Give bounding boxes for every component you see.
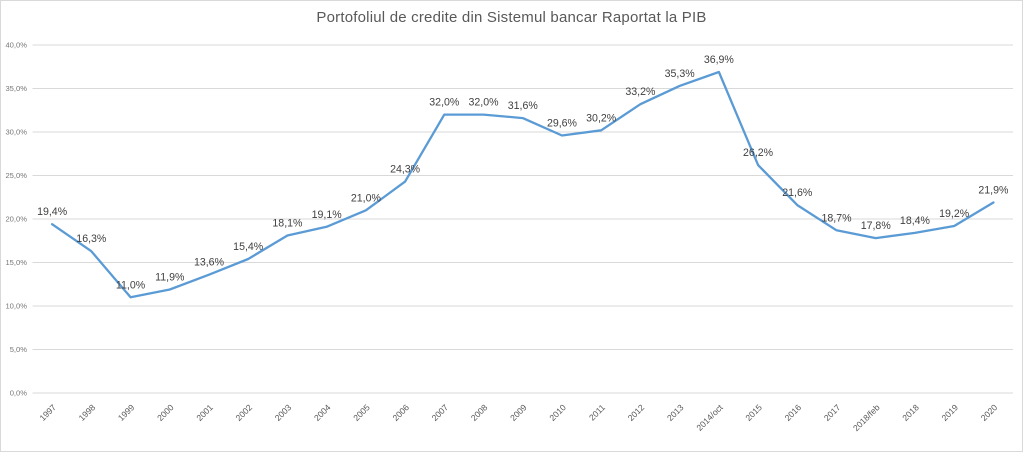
x-tick-label: 2003 <box>273 402 294 423</box>
x-tick-label: 2018 <box>900 402 921 423</box>
x-tick-label: 2019 <box>939 402 960 423</box>
data-label: 11,0% <box>116 279 146 291</box>
y-tick-label: 0,0% <box>10 389 28 398</box>
data-label: 18,7% <box>821 212 852 224</box>
x-tick-label: 2014/oct <box>694 402 725 433</box>
x-tick-label: 2010 <box>547 402 568 423</box>
x-tick-label: 2008 <box>469 402 490 423</box>
data-label: 16,3% <box>76 233 107 245</box>
x-tick-label: 1997 <box>37 402 58 423</box>
data-label: 15,4% <box>233 241 264 253</box>
x-tick-label: 1998 <box>77 402 98 423</box>
x-tick-label: 2013 <box>665 402 686 423</box>
data-label: 35,3% <box>665 68 696 80</box>
data-label: 29,6% <box>547 117 578 129</box>
x-tick-label: 2012 <box>626 402 647 423</box>
data-label: 13,6% <box>194 257 225 269</box>
series-line <box>50 70 995 299</box>
x-tick-label: 2009 <box>508 402 529 423</box>
x-tick-label: 2018/feb <box>851 402 882 433</box>
data-label: 11,9% <box>155 271 185 283</box>
x-tick-label: 2001 <box>194 402 215 423</box>
y-tick-label: 30,0% <box>5 128 27 137</box>
data-label: 19,2% <box>939 208 970 220</box>
data-label: 32,0% <box>429 97 460 109</box>
data-label: 30,2% <box>586 112 617 124</box>
data-label: 21,0% <box>351 192 382 204</box>
data-label: 18,1% <box>272 218 303 230</box>
x-tick-label: 2015 <box>743 402 764 423</box>
x-tick-label: 2020 <box>979 402 1000 423</box>
data-label: 31,6% <box>508 100 539 112</box>
data-label: 18,4% <box>900 215 931 227</box>
x-tick-label: 1999 <box>116 402 137 423</box>
y-tick-label: 5,0% <box>10 345 28 354</box>
y-tick-label: 35,0% <box>5 84 27 93</box>
y-tick-label: 20,0% <box>5 215 27 224</box>
data-label: 33,2% <box>625 86 656 98</box>
x-tick-label: 2004 <box>312 402 333 423</box>
data-label: 24,3% <box>390 164 421 176</box>
x-tick-label: 2005 <box>351 402 372 423</box>
x-tick-label: 2007 <box>430 402 451 423</box>
y-tick-label: 25,0% <box>5 171 27 180</box>
chart-title: Portofoliul de credite din Sistemul banc… <box>316 9 707 26</box>
data-label: 19,4% <box>37 206 68 218</box>
data-label: 21,6% <box>782 187 813 199</box>
x-tick-label: 2002 <box>234 402 255 423</box>
data-label: 36,9% <box>704 54 735 66</box>
x-tick-label: 2017 <box>822 402 843 423</box>
x-tick-label: 2006 <box>390 402 411 423</box>
data-label: 19,1% <box>312 209 343 221</box>
y-tick-label: 15,0% <box>5 258 27 267</box>
x-tick-label: 2011 <box>587 402 607 422</box>
x-tick-label: 2016 <box>783 402 804 423</box>
data-label: 21,9% <box>978 184 1009 196</box>
y-tick-label: 40,0% <box>5 41 27 50</box>
data-label: 32,0% <box>469 97 500 109</box>
data-label: 17,8% <box>861 220 892 232</box>
x-tick-label: 2000 <box>155 402 176 423</box>
data-label: 26,2% <box>743 147 774 159</box>
y-tick-label: 10,0% <box>5 302 27 311</box>
